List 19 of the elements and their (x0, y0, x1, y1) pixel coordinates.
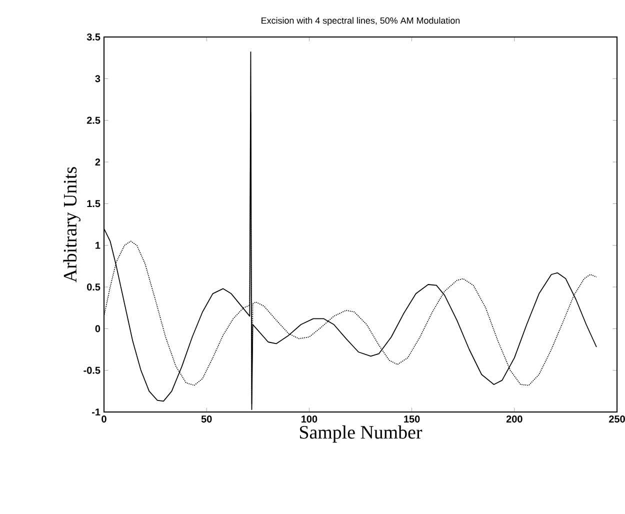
y-tick-label: -0.5 (84, 366, 100, 374)
chart-title: Excision with 4 spectral lines, 50% AM Modulation (262, 17, 460, 26)
x-tick-label: 150 (404, 416, 420, 423)
y-tick-label: 2.5 (86, 116, 100, 124)
y-axis-title: Arbitrary Units (63, 167, 80, 282)
y-tick-label: -1 (92, 408, 100, 416)
y-tick-label: 0.5 (87, 283, 100, 291)
x-tick-label: 0 (102, 416, 106, 423)
y-tick-label: 0 (95, 325, 100, 332)
x-axis-title: Sample Number (300, 425, 422, 443)
x-tick-label: 100 (302, 416, 318, 423)
x-tick-label: 200 (506, 416, 522, 423)
y-tick-label: 3 (95, 75, 100, 82)
y-tick-label: 2 (95, 158, 100, 166)
y-tick-label: 3.5 (86, 33, 100, 41)
y-tick-label: 1.5 (87, 200, 100, 208)
y-tick-label: 1 (96, 242, 100, 249)
x-tick-label: 250 (609, 416, 625, 423)
x-tick-label: 50 (201, 416, 212, 423)
